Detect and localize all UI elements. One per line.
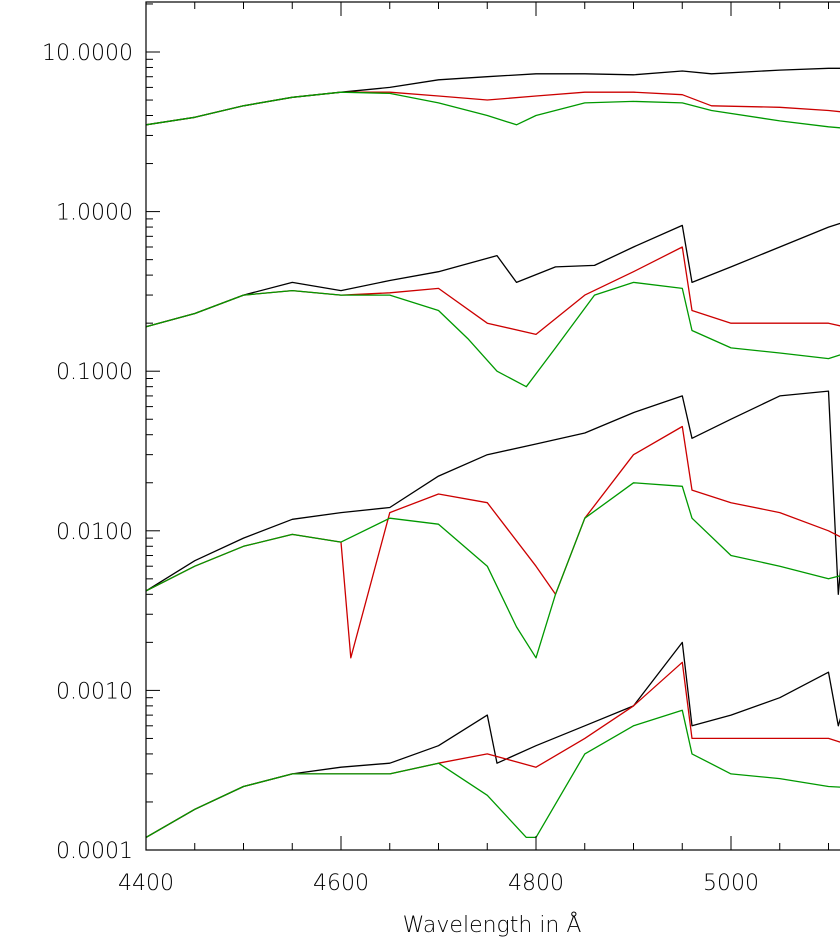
y-tick-label: 0.0001	[56, 839, 133, 864]
x-axis-title: Wavelength in Å	[403, 912, 582, 938]
y-tick-label: 0.0010	[56, 679, 133, 704]
spectrum-line-group4-1	[145, 641, 840, 838]
x-tick-label: 4600	[313, 871, 369, 896]
x-tick-label: 5000	[703, 871, 759, 896]
spectrum-line-group3-3	[145, 482, 840, 659]
y-tick-label: 10.0000	[42, 41, 133, 66]
spectrum-line-group4-3	[145, 709, 840, 839]
spectrum-line-group1-1	[145, 67, 840, 126]
spectrum-line-group4-2	[145, 661, 840, 838]
y-axis-ticks: 10.0000 1.0000 0.1000 0.0100 0.0010 0.0001	[42, 3, 160, 864]
x-tick-label: 4800	[508, 871, 564, 896]
y-tick-label: 1.0000	[56, 201, 133, 226]
spectrum-line-group2-1	[145, 222, 840, 328]
axes-frame	[145, 1, 840, 851]
spectrum-line-group3-2	[145, 425, 840, 659]
x-tick-label: 4400	[118, 871, 174, 896]
spectrum-line-group2-2	[145, 246, 840, 336]
plot-frame	[145, 1, 840, 851]
spectrum-line-group2-3	[145, 281, 840, 388]
x-axis-ticks: 4400460048005000520054005600	[118, 2, 829, 896]
y-tick-label: 0.1000	[56, 360, 133, 385]
spectrum-line-group1-2	[145, 91, 840, 126]
series-layer	[145, 67, 840, 839]
spectrum-line-group3-1	[145, 390, 840, 595]
spectrum-line-group1-3	[145, 91, 840, 129]
y-tick-label: 0.0100	[56, 520, 133, 545]
